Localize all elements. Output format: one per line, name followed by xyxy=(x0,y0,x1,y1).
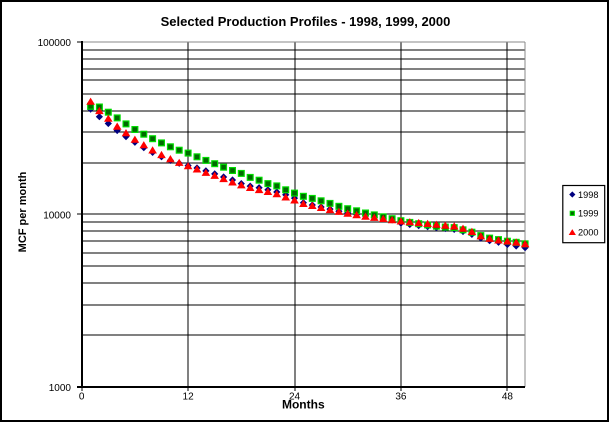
svg-text:1000: 1000 xyxy=(49,383,72,394)
svg-text:100000: 100000 xyxy=(38,38,72,49)
svg-text:1998: 1998 xyxy=(578,190,598,200)
svg-text:2000: 2000 xyxy=(578,228,598,238)
svg-text:10000: 10000 xyxy=(43,210,71,221)
svg-text:0: 0 xyxy=(79,392,85,403)
svg-text:1999: 1999 xyxy=(578,209,598,219)
svg-text:MCF per month: MCF per month xyxy=(17,171,29,252)
svg-text:24: 24 xyxy=(289,392,301,403)
svg-text:12: 12 xyxy=(183,392,195,403)
svg-text:48: 48 xyxy=(502,392,514,403)
svg-text:Months: Months xyxy=(282,397,325,411)
svg-text:Selected Production Profiles -: Selected Production Profiles - 1998, 199… xyxy=(161,14,451,29)
svg-text:36: 36 xyxy=(395,392,407,403)
